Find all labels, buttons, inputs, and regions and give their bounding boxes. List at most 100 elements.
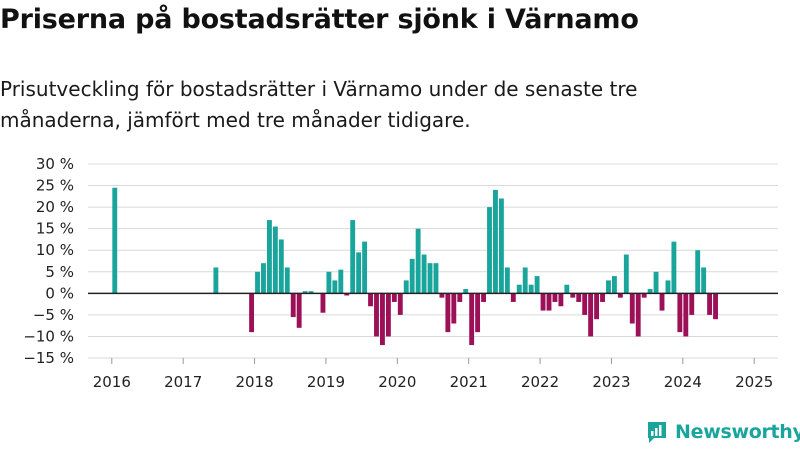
bar bbox=[611, 276, 617, 294]
bar bbox=[528, 284, 534, 294]
bar bbox=[362, 241, 368, 294]
last-value-annotation: −6 % bbox=[751, 150, 792, 154]
x-tick-label: 2024 bbox=[664, 373, 702, 391]
bar bbox=[332, 280, 338, 294]
bar bbox=[409, 258, 415, 294]
bar bbox=[326, 271, 332, 294]
y-tick-label: −5 % bbox=[33, 306, 74, 324]
bar bbox=[600, 293, 605, 302]
bar bbox=[641, 293, 647, 298]
bar bbox=[617, 293, 623, 298]
bar bbox=[320, 293, 326, 313]
bar bbox=[463, 289, 469, 294]
bar bbox=[249, 293, 255, 333]
bar bbox=[582, 293, 588, 315]
bar bbox=[475, 293, 481, 333]
grid-lines bbox=[88, 163, 778, 359]
bar bbox=[427, 263, 433, 294]
bar bbox=[552, 293, 558, 302]
bar bbox=[338, 269, 344, 294]
bar bbox=[504, 267, 510, 294]
bar bbox=[707, 293, 713, 315]
bar bbox=[570, 293, 576, 298]
bar bbox=[629, 293, 635, 324]
bar bbox=[403, 280, 409, 294]
bar bbox=[653, 271, 659, 294]
y-tick-label: 10 % bbox=[36, 241, 74, 259]
x-tick-label: 2023 bbox=[592, 373, 630, 391]
bar bbox=[558, 293, 564, 307]
chart-title: Priserna på bostadsrätter sjönk i Värnam… bbox=[0, 4, 639, 35]
y-tick-label: 0 % bbox=[45, 284, 74, 302]
bar bbox=[374, 293, 379, 337]
bar bbox=[671, 241, 677, 294]
bar bbox=[635, 293, 641, 337]
bar bbox=[487, 207, 492, 294]
bar bbox=[546, 293, 552, 311]
bar bbox=[356, 252, 362, 294]
bar bbox=[457, 293, 463, 302]
bar bbox=[255, 271, 260, 294]
bar bbox=[701, 267, 707, 294]
bar bbox=[510, 293, 516, 302]
bar bbox=[261, 263, 266, 294]
bar bbox=[385, 293, 391, 337]
y-tick-label: 30 % bbox=[36, 155, 74, 173]
bar bbox=[350, 220, 356, 294]
y-tick-label: 25 % bbox=[36, 177, 74, 195]
bar bbox=[368, 293, 373, 307]
bar bbox=[213, 267, 219, 294]
bar bbox=[522, 267, 528, 294]
x-tick-label: 2025 bbox=[735, 373, 773, 391]
x-tick-label: 2017 bbox=[164, 373, 202, 391]
x-tick-label: 2018 bbox=[235, 373, 273, 391]
bar bbox=[576, 293, 582, 302]
bar bbox=[498, 198, 504, 294]
bar bbox=[564, 284, 570, 294]
bar bbox=[695, 250, 701, 294]
x-tick-label: 2020 bbox=[378, 373, 416, 391]
y-tick-label: −15 % bbox=[23, 349, 74, 367]
y-tick-label: 5 % bbox=[45, 263, 74, 281]
bar bbox=[665, 280, 671, 294]
bar bbox=[421, 254, 427, 294]
bar bbox=[689, 293, 695, 315]
x-tick-label: 2021 bbox=[450, 373, 488, 391]
bar bbox=[302, 291, 308, 294]
bar bbox=[481, 293, 486, 302]
bar bbox=[594, 293, 600, 320]
bar bbox=[380, 293, 385, 346]
bar bbox=[433, 263, 439, 294]
bar bbox=[516, 284, 522, 294]
bar bbox=[469, 293, 475, 346]
bar bbox=[713, 293, 718, 320]
bar bbox=[534, 276, 540, 294]
bar bbox=[266, 220, 272, 294]
bar bbox=[493, 189, 498, 294]
bar bbox=[659, 293, 665, 311]
bar bbox=[112, 187, 118, 294]
newsworthy-icon bbox=[648, 422, 666, 443]
y-tick-label: −10 % bbox=[23, 327, 74, 345]
bar bbox=[308, 291, 314, 294]
bar bbox=[647, 289, 653, 294]
bar bbox=[415, 228, 421, 294]
bar bbox=[588, 293, 594, 337]
chart-subtitle: Prisutveckling för bostadsrätter i Värna… bbox=[0, 77, 638, 132]
y-tick-label: 15 % bbox=[36, 220, 74, 238]
bar bbox=[284, 267, 290, 294]
bar bbox=[439, 293, 445, 298]
y-tick-label: 20 % bbox=[36, 198, 74, 216]
bar bbox=[677, 293, 683, 333]
x-tick-label: 2019 bbox=[307, 373, 345, 391]
bar bbox=[344, 293, 350, 296]
bar bbox=[451, 293, 457, 324]
bar bbox=[540, 293, 546, 311]
x-tick-label: 2022 bbox=[521, 373, 559, 391]
bars bbox=[112, 187, 718, 346]
bar bbox=[397, 293, 403, 315]
bar bbox=[445, 293, 451, 333]
bar bbox=[391, 293, 397, 302]
bar bbox=[683, 293, 689, 337]
price-change-bar-chart: 30 % 25 % 20 % 15 % 10 % 5 % 0 % −5 % −10 % −15 %… bbox=[23, 150, 792, 391]
